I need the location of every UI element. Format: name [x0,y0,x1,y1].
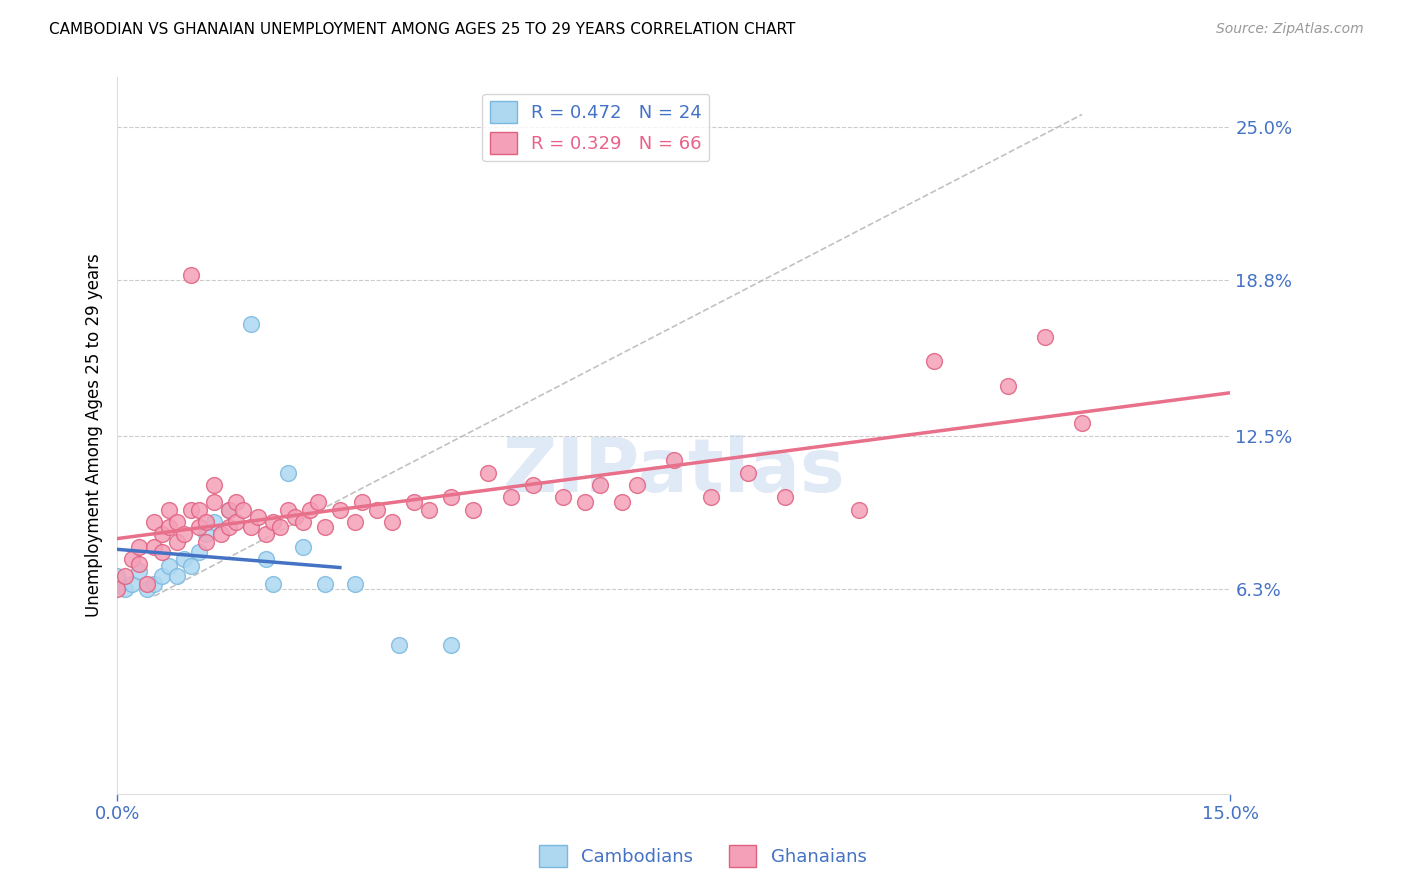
Point [225,515,247,529]
Point [314,520,336,534]
Point [232,502,254,516]
Point [218,520,240,534]
Point [551,491,574,505]
Point [239,520,262,534]
Point [166,534,188,549]
Point [499,491,522,505]
Point [848,502,870,516]
Point [150,569,173,583]
Point [284,510,307,524]
Point [254,527,277,541]
Point [187,544,209,558]
Legend: Cambodians, Ghanaians: Cambodians, Ghanaians [533,838,873,874]
Text: Source: ZipAtlas.com: Source: ZipAtlas.com [1216,22,1364,37]
Point [343,576,366,591]
Point [314,576,336,591]
Legend: R = 0.472   N = 24, R = 0.329   N = 66: R = 0.472 N = 24, R = 0.329 N = 66 [482,94,709,161]
Point [588,478,610,492]
Point [157,559,180,574]
Point [180,502,202,516]
Point [195,534,218,549]
Point [180,559,202,574]
Point [128,565,150,579]
Point [522,478,544,492]
Point [700,491,723,505]
Point [128,540,150,554]
Point [121,552,143,566]
Point [262,515,284,529]
Point [574,495,596,509]
Point [662,453,685,467]
Point [150,527,173,541]
Point [114,582,136,596]
Point [143,515,166,529]
Point [388,639,411,653]
Point [157,520,180,534]
Point [477,466,499,480]
Point [195,515,218,529]
Point [737,466,759,480]
Point [202,495,225,509]
Text: ZIPatlas: ZIPatlas [502,435,845,508]
Point [187,520,209,534]
Point [173,527,195,541]
Point [202,515,225,529]
Point [381,515,404,529]
Point [166,515,188,529]
Point [1071,416,1094,430]
Point [187,502,209,516]
Point [247,510,270,524]
Point [440,639,463,653]
Point [343,515,366,529]
Point [143,540,166,554]
Point [440,491,463,505]
Point [128,557,150,571]
Point [366,502,388,516]
Point [105,582,128,596]
Point [277,502,299,516]
Point [143,576,166,591]
Point [329,502,352,516]
Point [277,466,299,480]
Text: CAMBODIAN VS GHANAIAN UNEMPLOYMENT AMONG AGES 25 TO 29 YEARS CORRELATION CHART: CAMBODIAN VS GHANAIAN UNEMPLOYMENT AMONG… [49,22,796,37]
Point [269,520,291,534]
Point [166,569,188,583]
Point [218,502,240,516]
Point [239,318,262,332]
Point [299,502,322,516]
Point [291,515,314,529]
Point [173,552,195,566]
Point [135,576,157,591]
Point [997,379,1019,393]
Point [218,502,240,516]
Point [225,495,247,509]
Point [418,502,440,516]
Point [105,569,128,583]
Point [121,576,143,591]
Point [1033,330,1056,344]
Point [307,495,329,509]
Point [626,478,648,492]
Point [402,495,425,509]
Point [610,495,633,509]
Point [114,569,136,583]
Point [202,478,225,492]
Point [922,354,945,368]
Point [209,527,232,541]
Point [262,576,284,591]
Point [773,491,796,505]
Point [254,552,277,566]
Point [463,502,485,516]
Point [180,268,202,282]
Point [291,540,314,554]
Point [352,495,374,509]
Y-axis label: Unemployment Among Ages 25 to 29 years: Unemployment Among Ages 25 to 29 years [86,253,103,617]
Point [195,527,218,541]
Point [157,502,180,516]
Point [150,544,173,558]
Point [135,582,157,596]
